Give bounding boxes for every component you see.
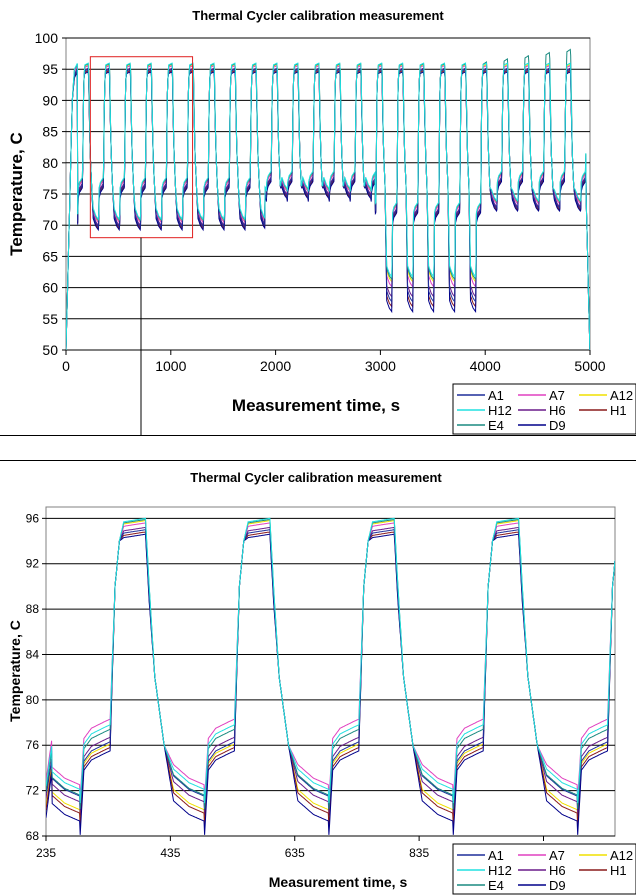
legend-label: A1 [488,388,504,403]
y-tick-label: 96 [26,511,40,525]
x-tick-label: 4000 [470,358,501,374]
x-tick-label: 2000 [260,358,291,374]
y-tick-label: 75 [42,186,58,202]
y-tick-label: 92 [26,557,40,571]
x-axis-label: Measurement time, s [269,874,408,890]
x-tick-label: 435 [160,846,180,860]
y-axis-label: Temperature, C [7,620,23,722]
y-tick-label: 60 [42,280,58,296]
chart-title: Thermal Cycler calibration measurement [192,8,444,23]
y-tick-label: 50 [42,342,58,358]
y-tick-label: 80 [26,693,40,707]
series-line-h12 [46,517,615,804]
y-tick-label: 68 [26,829,40,843]
legend-label: A12 [610,388,633,403]
chart-title: Thermal Cycler calibration measurement [190,470,442,485]
legend-label: E4 [488,878,504,893]
x-tick-label: 235 [36,846,56,860]
y-tick-label: 76 [26,738,40,752]
y-tick-label: 85 [42,124,58,140]
y-tick-label: 100 [35,30,59,46]
legend-label: H12 [488,403,512,418]
legend-label: D9 [549,418,566,433]
y-tick-label: 72 [26,784,40,798]
legend-label: D9 [549,878,566,893]
x-tick-label: 5000 [574,358,605,374]
legend-label: A12 [610,848,633,863]
x-tick-label: 3000 [365,358,396,374]
legend: A1 A7 A12 H12 H6 H1 E4 D9 [452,843,636,895]
x-tick-label: 835 [409,846,429,860]
y-axis-label: Temperature, C [7,132,26,255]
legend-label: A7 [549,848,565,863]
series-line-h12 [66,62,590,350]
y-tick-label: 84 [26,647,40,661]
legend-label: H6 [549,863,566,878]
x-axis-label: Measurement time, s [232,396,400,415]
legend-label: H1 [610,403,627,418]
y-tick-label: 65 [42,248,58,264]
legend-label: H6 [549,403,566,418]
legend-label: E4 [488,418,504,433]
top-chart: Thermal Cycler calibration measurement 50… [7,8,636,457]
y-tick-label: 70 [42,217,58,233]
bottom-chart: Thermal Cycler calibration measurement 68… [7,470,636,895]
x-tick-label: 1000 [155,358,186,374]
y-tick-label: 90 [42,92,58,108]
y-tick-label: 80 [42,155,58,171]
x-tick-label: 635 [285,846,305,860]
y-tick-label: 95 [42,61,58,77]
legend-label: A1 [488,848,504,863]
y-tick-label: 55 [42,311,58,327]
legend: A1 A7 A12 H12 H6 H1 E4 D9 [452,383,636,435]
legend-label: H12 [488,863,512,878]
legend-box [452,843,636,895]
legend-box [452,383,636,435]
legend-label: H1 [610,863,627,878]
y-tick-label: 88 [26,602,40,616]
legend-label: A7 [549,388,565,403]
panel-divider [0,435,636,461]
x-tick-label: 0 [62,358,70,374]
